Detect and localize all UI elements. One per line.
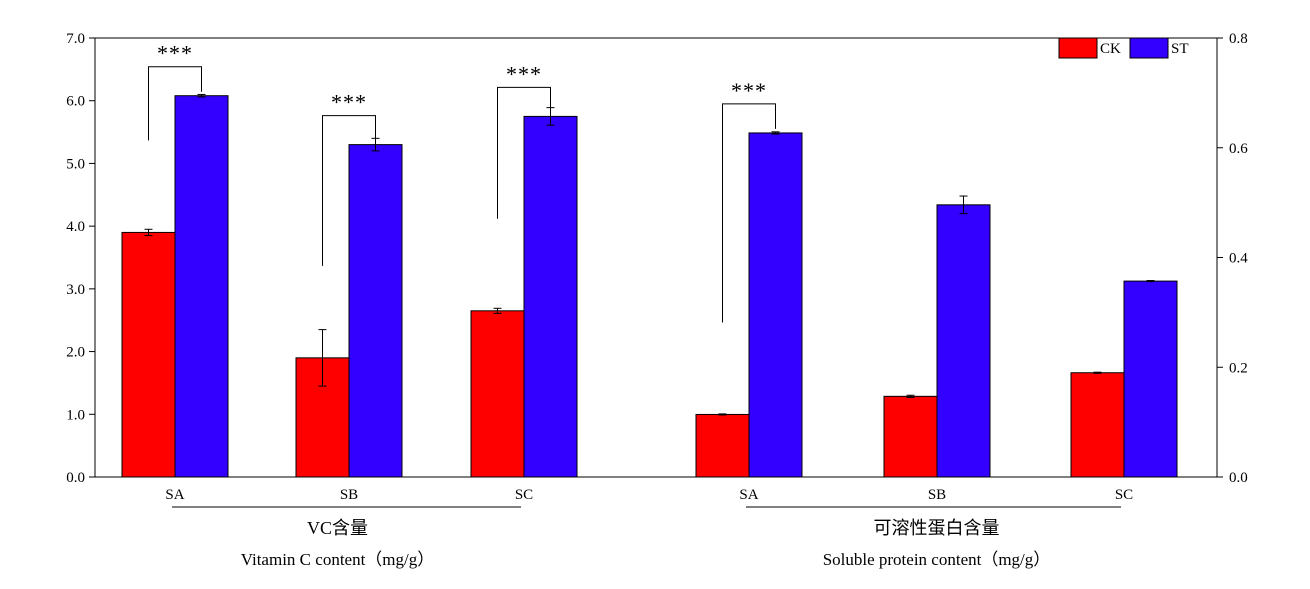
errorbar-ck [718, 413, 727, 416]
right-axis: 0.0 0.2 0.4 0.6 0.8 [1217, 31, 1248, 486]
bars [121, 93, 1178, 478]
errorbar-ck [906, 394, 915, 398]
legend: CK ST [1058, 37, 1189, 59]
x-tick-label: SA [739, 487, 758, 503]
left-axis-tick-label: 0.0 [66, 470, 85, 486]
bar-st [936, 204, 991, 478]
bracket-line [497, 86, 551, 219]
errorbar-st [771, 131, 780, 135]
legend-label-st: ST [1171, 41, 1189, 57]
significance-label: *** [731, 78, 767, 103]
bar-ck [470, 310, 525, 478]
bar-ck [695, 413, 750, 478]
group-title-en: Vitamin C content（mg/g） [241, 550, 435, 569]
right-axis-tick-label: 0.0 [1229, 470, 1248, 486]
errorbar-st [1146, 280, 1155, 283]
left-axis: 0.0 1.0 2.0 3.0 4.0 5.0 6.0 7.0 [66, 31, 95, 486]
left-axis-tick-label: 2.0 [66, 345, 85, 361]
errorbar-st [959, 195, 968, 215]
errorbar-ck [1093, 371, 1102, 374]
group-title-cn: VC含量 [307, 518, 368, 538]
errorbar-ck [493, 307, 502, 314]
left-axis-tick-label: 1.0 [66, 407, 85, 423]
significance-label: *** [506, 61, 542, 86]
left-axis-tick-label: 3.0 [66, 282, 85, 298]
significance-bracket: *** [497, 61, 551, 219]
x-tick-label: SB [928, 487, 946, 503]
bracket-line [322, 115, 376, 266]
significance-label: *** [157, 41, 193, 66]
bar-st [748, 132, 803, 478]
significance-brackets: *** *** *** *** [148, 41, 776, 323]
significance-bracket: *** [322, 90, 376, 266]
bracket-line [722, 103, 776, 323]
left-axis-tick-label: 5.0 [66, 156, 85, 172]
bar-ck [121, 231, 176, 478]
significance-label: *** [331, 90, 367, 115]
bar-st [348, 144, 403, 478]
bracket-line [148, 66, 202, 141]
right-axis-tick-label: 0.4 [1229, 251, 1248, 267]
x-tick-label: SC [1115, 487, 1133, 503]
group-titles: VC含量 Vitamin C content（mg/g） 可溶性蛋白含量 Solubl… [172, 506, 1121, 569]
errorbar-ck [144, 228, 153, 237]
bar-st [523, 115, 578, 478]
left-axis-tick-label: 6.0 [66, 94, 85, 110]
plot-frame [94, 37, 1218, 478]
right-axis-tick-label: 0.8 [1229, 31, 1248, 47]
right-axis-tick-label: 0.2 [1229, 360, 1248, 376]
group-title-en: Soluble protein content（mg/g） [823, 550, 1051, 569]
significance-bracket: *** [722, 78, 776, 323]
x-tick-label: SA [165, 487, 184, 503]
bar-st [174, 95, 229, 478]
errorbar-ck [318, 329, 327, 387]
errorbar-st [197, 93, 206, 98]
significance-bracket: *** [148, 41, 202, 141]
bar-ck [1070, 372, 1125, 478]
group-title-cn: 可溶性蛋白含量 [874, 518, 1000, 538]
x-tick-label: SC [515, 487, 533, 503]
legend-swatch-ck [1058, 37, 1098, 59]
x-axis-labels: SA SB SC SA SB SC [165, 487, 1133, 503]
legend-label-ck: CK [1100, 41, 1121, 57]
left-axis-tick-label: 4.0 [66, 219, 85, 235]
x-tick-label: SB [340, 487, 358, 503]
bar-ck [883, 395, 938, 478]
right-axis-tick-label: 0.6 [1229, 141, 1248, 157]
left-axis-tick-label: 7.0 [66, 31, 85, 47]
bar-st [1123, 280, 1178, 478]
legend-swatch-st [1129, 37, 1169, 59]
